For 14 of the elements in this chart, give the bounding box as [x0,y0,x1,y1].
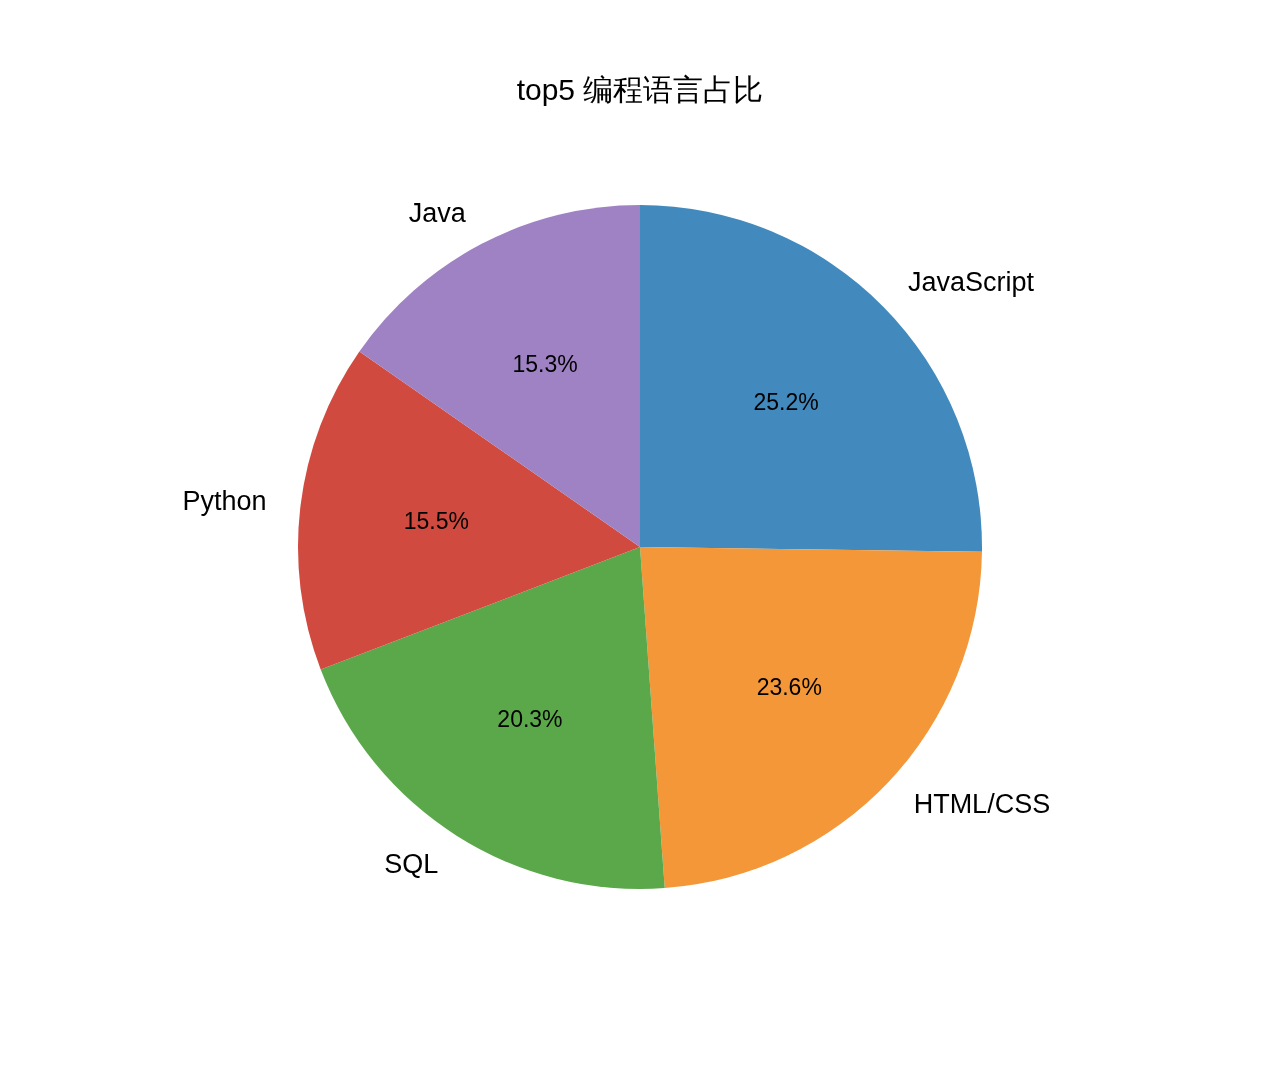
pie-slice [298,351,640,670]
slice-label: Java [408,197,467,228]
chart-title: top5 编程语言占比 [516,73,764,106]
data-label: 23.6% [756,673,822,700]
slice-label: JavaScript [907,266,1035,297]
slice-label: SQL [384,848,439,879]
data-label: 15.5% [403,508,469,535]
data-label: 20.3% [497,706,563,733]
data-label: 25.2% [753,388,819,415]
pie-slice [359,205,640,547]
slice-label: HTML/CSS [913,789,1051,820]
slice-label: Python [182,485,267,516]
data-label: 15.3% [512,351,578,378]
pie-slice [320,547,665,889]
